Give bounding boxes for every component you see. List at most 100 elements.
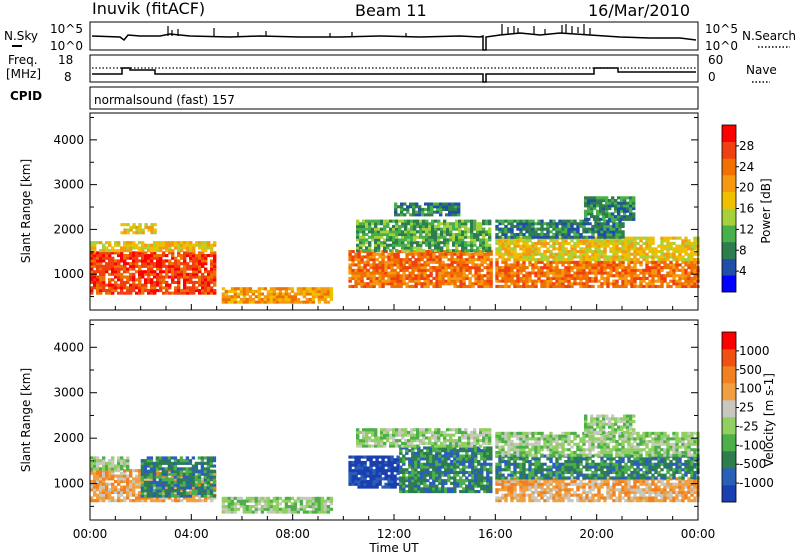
heatmap-cell (272, 510, 277, 514)
heatmap-cell (189, 280, 193, 284)
heatmap-cell (498, 241, 502, 245)
heatmap-cell (663, 236, 667, 240)
heatmap-cell (138, 291, 142, 295)
heatmap-cell (174, 264, 178, 268)
heatmap-cell (660, 252, 664, 256)
heatmap-cell (384, 474, 388, 478)
heatmap-cell (371, 233, 375, 237)
heatmap-cell (132, 493, 136, 497)
heatmap-cell (426, 276, 430, 280)
heatmap-cell (570, 268, 574, 272)
heatmap-cell (632, 196, 636, 200)
heatmap-cell (471, 260, 475, 264)
heatmap-cell (363, 282, 367, 286)
heatmap-cell (348, 469, 352, 473)
heatmap-cell (375, 266, 379, 270)
heatmap-cell (454, 207, 458, 211)
heatmap-cell (365, 227, 369, 231)
heatmap-cell (618, 250, 622, 254)
heatmap-cell (591, 239, 595, 243)
heatmap-cell (489, 266, 493, 270)
heatmap-cell (123, 485, 127, 489)
heatmap-cell (422, 235, 426, 239)
heatmap-cell (573, 266, 577, 270)
heatmap-cell (126, 291, 130, 295)
heatmap-cell (477, 268, 481, 272)
heatmap-cell (681, 239, 685, 243)
heatmap-cell (90, 270, 94, 274)
heatmap-cell (269, 300, 274, 304)
heatmap-cell (269, 289, 274, 293)
heatmap-cell (590, 196, 594, 200)
heatmap-cell (459, 263, 463, 267)
heatmap-cell (669, 244, 673, 248)
heatmap-cell (108, 477, 112, 481)
heatmap-cell (401, 246, 405, 250)
heatmap-cell (420, 252, 424, 256)
heatmap-cell (201, 243, 205, 247)
heatmap-cell (480, 252, 484, 256)
heatmap-cell (96, 278, 100, 282)
heatmap-cell (111, 262, 115, 266)
heatmap-cell (158, 475, 163, 479)
heatmap-cell (437, 246, 441, 250)
heatmap-cell (152, 464, 157, 468)
heatmap-cell (519, 279, 523, 283)
heatmap-cell (501, 233, 505, 237)
heatmap-cell (212, 489, 217, 493)
heatmap-cell (93, 270, 97, 274)
heatmap-cell (461, 235, 465, 239)
heatmap-cell (449, 238, 453, 242)
heatmap-cell (448, 207, 452, 211)
heatmap-cell (408, 260, 412, 264)
heatmap-cell (504, 282, 508, 286)
heatmap-cell (90, 499, 94, 503)
heatmap-cell (411, 484, 415, 488)
heatmap-cell (272, 292, 277, 296)
heatmap-cell (663, 252, 667, 256)
heatmap-cell (108, 272, 112, 276)
heatmap-cell (305, 287, 310, 291)
heatmap-cell (597, 239, 601, 243)
heatmap-cell (438, 274, 442, 278)
heatmap-cell (405, 484, 409, 488)
heatmap-cell (582, 282, 586, 286)
heatmap-cell (206, 486, 211, 490)
beam-title: Beam 11 (355, 1, 427, 20)
heatmap-cell (504, 233, 508, 237)
heatmap-cell (138, 499, 142, 503)
heatmap-cell (501, 276, 505, 280)
heatmap-cell (396, 263, 400, 267)
heatmap-cell (693, 274, 697, 278)
heatmap-cell (612, 224, 616, 228)
heatmap-cell (465, 454, 469, 458)
heatmap-cell (438, 468, 442, 472)
heatmap-cell (534, 284, 538, 288)
heatmap-cell (396, 458, 400, 462)
heatmap-cell (438, 252, 442, 256)
heatmap-cell (666, 252, 670, 256)
heatmap-cell (191, 470, 196, 474)
heatmap-cell (432, 276, 436, 280)
heatmap-cell (93, 488, 97, 492)
heatmap-cell (438, 263, 442, 267)
heatmap-cell (329, 507, 334, 511)
heatmap-cell (570, 247, 574, 251)
heatmap-cell (99, 490, 103, 495)
heatmap-cell (473, 233, 477, 237)
heatmap-cell (159, 275, 163, 279)
heatmap-cell (411, 255, 415, 259)
heatmap-cell (447, 446, 451, 450)
heatmap-cell (441, 487, 445, 491)
heatmap-cell (156, 243, 160, 247)
heatmap-cell (693, 247, 697, 251)
heatmap-cell (606, 271, 610, 275)
heatmap-cell (135, 225, 139, 229)
heatmap-cell (387, 274, 391, 278)
heatmap-cell (609, 255, 613, 259)
heatmap-cell (377, 235, 381, 239)
heatmap-cell (395, 241, 399, 245)
heatmap-cell (418, 207, 422, 211)
heatmap-cell (438, 457, 442, 461)
heatmap-cell (323, 289, 328, 293)
